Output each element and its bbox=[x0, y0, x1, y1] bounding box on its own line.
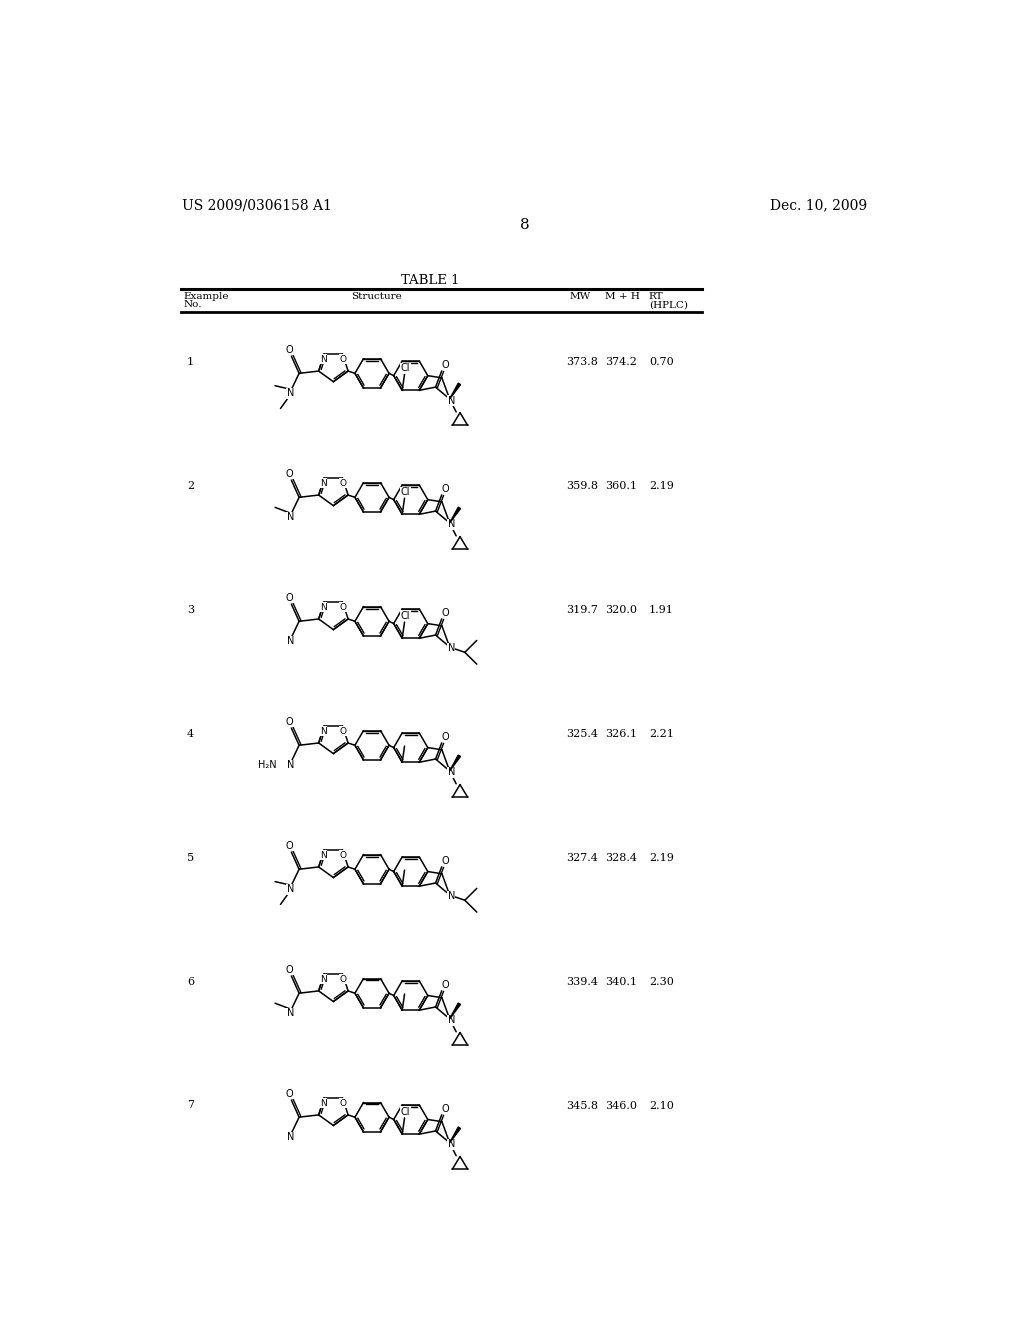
Text: 346.0: 346.0 bbox=[604, 1101, 637, 1111]
Text: 327.4: 327.4 bbox=[566, 853, 598, 863]
Text: Cl: Cl bbox=[400, 611, 410, 620]
Text: Cl: Cl bbox=[400, 1107, 410, 1117]
Text: 1: 1 bbox=[187, 356, 194, 367]
Text: O: O bbox=[441, 607, 449, 618]
Text: O: O bbox=[340, 974, 347, 983]
Text: O: O bbox=[286, 593, 294, 603]
Text: O: O bbox=[340, 355, 347, 364]
Text: 4: 4 bbox=[187, 729, 194, 739]
Text: O: O bbox=[286, 469, 294, 479]
Text: 319.7: 319.7 bbox=[566, 606, 598, 615]
Text: N: N bbox=[447, 767, 455, 777]
Text: O: O bbox=[441, 979, 449, 990]
Text: O: O bbox=[286, 345, 294, 355]
Text: 2.30: 2.30 bbox=[649, 977, 674, 987]
Text: 0.70: 0.70 bbox=[649, 358, 674, 367]
Text: O: O bbox=[340, 603, 347, 611]
Text: O: O bbox=[286, 717, 294, 727]
Text: N: N bbox=[287, 760, 294, 771]
Text: O: O bbox=[441, 483, 449, 494]
Text: 320.0: 320.0 bbox=[604, 606, 637, 615]
Text: 328.4: 328.4 bbox=[604, 853, 637, 863]
Polygon shape bbox=[450, 1127, 461, 1143]
Polygon shape bbox=[450, 507, 461, 523]
Polygon shape bbox=[450, 1003, 461, 1019]
Text: O: O bbox=[441, 360, 449, 370]
Text: N: N bbox=[321, 726, 327, 735]
Polygon shape bbox=[450, 383, 461, 399]
Text: N: N bbox=[321, 479, 327, 487]
Text: 2: 2 bbox=[187, 480, 194, 491]
Text: N: N bbox=[447, 891, 455, 902]
Text: N: N bbox=[287, 512, 294, 523]
Text: N: N bbox=[321, 1098, 327, 1107]
Text: N: N bbox=[447, 1015, 455, 1026]
Text: O: O bbox=[340, 479, 347, 487]
Text: N: N bbox=[287, 636, 294, 647]
Text: M + H: M + H bbox=[604, 292, 640, 301]
Text: 359.8: 359.8 bbox=[566, 482, 598, 491]
Text: O: O bbox=[340, 1098, 347, 1107]
Text: US 2009/0306158 A1: US 2009/0306158 A1 bbox=[182, 198, 332, 213]
Text: 340.1: 340.1 bbox=[604, 977, 637, 987]
Text: Cl: Cl bbox=[400, 487, 410, 498]
Text: 8: 8 bbox=[520, 218, 529, 232]
Text: 6: 6 bbox=[187, 977, 194, 986]
Text: O: O bbox=[340, 726, 347, 735]
Text: O: O bbox=[441, 731, 449, 742]
Text: N: N bbox=[321, 974, 327, 983]
Text: O: O bbox=[441, 855, 449, 866]
Text: Example: Example bbox=[183, 292, 229, 301]
Text: 374.2: 374.2 bbox=[604, 358, 637, 367]
Text: O: O bbox=[441, 1104, 449, 1114]
Text: O: O bbox=[286, 965, 294, 974]
Text: N: N bbox=[447, 396, 455, 405]
Text: TABLE 1: TABLE 1 bbox=[401, 275, 460, 286]
Text: RT: RT bbox=[649, 292, 664, 301]
Text: O: O bbox=[286, 841, 294, 851]
Text: H₂N: H₂N bbox=[258, 760, 276, 771]
Text: (HPLC): (HPLC) bbox=[649, 300, 688, 309]
Text: N: N bbox=[321, 355, 327, 364]
Text: 1.91: 1.91 bbox=[649, 606, 674, 615]
Text: 3: 3 bbox=[187, 605, 194, 615]
Text: N: N bbox=[447, 1139, 455, 1150]
Text: N: N bbox=[287, 884, 294, 894]
Text: 345.8: 345.8 bbox=[566, 1101, 598, 1111]
Text: N: N bbox=[447, 643, 455, 653]
Text: 326.1: 326.1 bbox=[604, 730, 637, 739]
Text: No.: No. bbox=[183, 300, 203, 309]
Text: Structure: Structure bbox=[350, 292, 401, 301]
Text: N: N bbox=[287, 1008, 294, 1018]
Text: O: O bbox=[286, 1089, 294, 1098]
Text: 360.1: 360.1 bbox=[604, 482, 637, 491]
Text: N: N bbox=[447, 520, 455, 529]
Text: 2.10: 2.10 bbox=[649, 1101, 674, 1111]
Text: N: N bbox=[287, 388, 294, 399]
Text: 7: 7 bbox=[187, 1101, 194, 1110]
Text: 339.4: 339.4 bbox=[566, 977, 598, 987]
Text: N: N bbox=[321, 850, 327, 859]
Text: N: N bbox=[321, 603, 327, 611]
Text: N: N bbox=[287, 1133, 294, 1142]
Text: 373.8: 373.8 bbox=[566, 358, 598, 367]
Text: MW: MW bbox=[569, 292, 591, 301]
Polygon shape bbox=[450, 755, 461, 771]
Text: 325.4: 325.4 bbox=[566, 730, 598, 739]
Text: O: O bbox=[340, 850, 347, 859]
Text: Dec. 10, 2009: Dec. 10, 2009 bbox=[770, 198, 867, 213]
Text: 2.21: 2.21 bbox=[649, 730, 674, 739]
Text: 5: 5 bbox=[187, 853, 194, 862]
Text: 2.19: 2.19 bbox=[649, 482, 674, 491]
Text: Cl: Cl bbox=[400, 363, 410, 374]
Text: 2.19: 2.19 bbox=[649, 853, 674, 863]
